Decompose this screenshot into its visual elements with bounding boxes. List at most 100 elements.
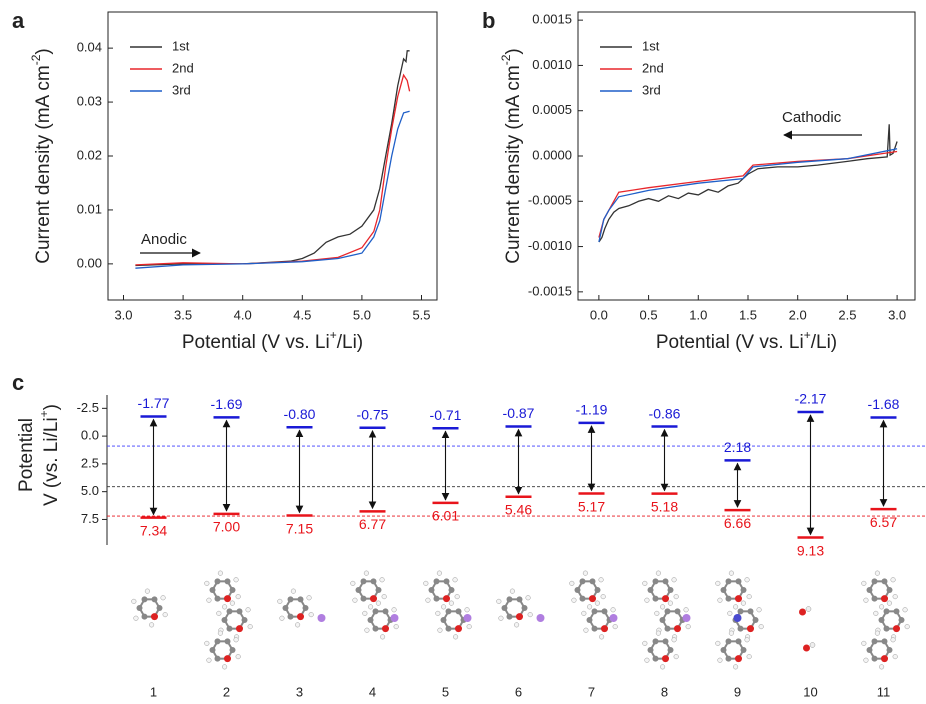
- atom: [204, 580, 210, 586]
- atom: [737, 608, 744, 615]
- li-atom: [682, 614, 691, 622]
- y-tick-label: 0.0000: [532, 147, 572, 162]
- data-line: [598, 150, 898, 238]
- atom: [647, 647, 654, 653]
- atom: [149, 622, 155, 628]
- atom: [569, 580, 575, 586]
- atom: [881, 595, 888, 603]
- x-tick-label: 6: [515, 684, 522, 699]
- atom: [883, 625, 890, 632]
- atom: [229, 647, 236, 653]
- y-axis-title: Current density (mA cm-2): [29, 48, 54, 264]
- atom: [224, 655, 231, 663]
- atom: [287, 613, 294, 620]
- atom: [443, 595, 450, 603]
- atom: [498, 615, 504, 621]
- y-tick-label: 0.0005: [532, 102, 572, 117]
- atom: [360, 578, 367, 585]
- atom: [756, 607, 762, 613]
- atom: [758, 624, 764, 630]
- atom: [214, 655, 221, 662]
- atom: [591, 625, 598, 632]
- atom: [352, 597, 358, 603]
- atom: [209, 587, 216, 593]
- atom: [612, 624, 618, 630]
- atom: [642, 640, 648, 646]
- atom: [747, 608, 754, 615]
- atom: [879, 604, 885, 610]
- label-part: Current density (mA cm: [33, 65, 54, 264]
- atom: [160, 595, 166, 601]
- atom: [717, 657, 723, 663]
- legend-label: 1st: [172, 38, 190, 53]
- atom: [735, 638, 742, 645]
- atom: [209, 647, 216, 653]
- atom: [893, 608, 900, 615]
- atom: [455, 625, 462, 633]
- atom: [600, 594, 606, 600]
- y-tick-label: -0.0005: [528, 193, 572, 208]
- x-tick-label: 10: [803, 684, 817, 699]
- value-label: 6.57: [870, 514, 897, 530]
- atom: [725, 655, 732, 662]
- atom: [364, 627, 370, 633]
- atom: [881, 655, 888, 663]
- y-tick-label: 0.04: [77, 40, 102, 55]
- atom: [746, 594, 752, 600]
- atom: [662, 578, 669, 585]
- atom: [673, 654, 679, 660]
- atom: [725, 595, 732, 602]
- atom: [664, 608, 671, 615]
- atom: [863, 657, 869, 663]
- atom: [644, 657, 650, 663]
- atom: [437, 627, 443, 633]
- atom: [222, 664, 228, 670]
- value-label: 6.01: [432, 508, 459, 524]
- atom: [871, 578, 878, 585]
- legend-label: 1st: [642, 38, 660, 53]
- atom: [720, 587, 727, 593]
- atom: [363, 570, 369, 576]
- atom: [375, 587, 382, 593]
- atom: [204, 640, 210, 646]
- data-line: [135, 110, 410, 269]
- atom: [874, 570, 880, 576]
- x-tick-label: 4.5: [293, 307, 311, 322]
- atom: [131, 598, 137, 604]
- atom: [591, 608, 598, 615]
- atom: [214, 638, 221, 645]
- label-part: Potential (V vs. Li: [182, 332, 330, 353]
- atom: [355, 587, 362, 593]
- atom: [233, 637, 239, 643]
- atom: [425, 597, 431, 603]
- atom: [222, 604, 228, 610]
- atom: [514, 622, 520, 628]
- atom: [521, 605, 528, 611]
- x-tick-label: 1.0: [689, 307, 707, 322]
- atom: [206, 657, 212, 663]
- value-label: 5.18: [651, 498, 678, 514]
- atom: [660, 604, 666, 610]
- x-tick-label: 3.5: [174, 307, 192, 322]
- atom: [448, 600, 454, 606]
- atom: [644, 597, 650, 603]
- atom: [861, 640, 867, 646]
- atom: [214, 578, 221, 585]
- value-label: 7.00: [213, 519, 240, 535]
- atom: [372, 625, 379, 632]
- superscript: +: [330, 328, 337, 342]
- superscript: -2: [29, 54, 43, 65]
- atom: [233, 577, 239, 583]
- atom: [217, 570, 223, 576]
- atom: [720, 647, 727, 653]
- x-tick-label: 5.0: [353, 307, 371, 322]
- legend-label: 2nd: [172, 60, 194, 75]
- x-tick-label: 3: [296, 684, 303, 699]
- panel-label: c: [12, 370, 24, 395]
- atom: [141, 596, 148, 603]
- atom: [587, 604, 593, 610]
- y-tick-label: 5.0: [81, 483, 99, 498]
- atom: [464, 607, 470, 613]
- value-label: -0.87: [503, 405, 535, 421]
- value-label: -1.19: [576, 402, 608, 418]
